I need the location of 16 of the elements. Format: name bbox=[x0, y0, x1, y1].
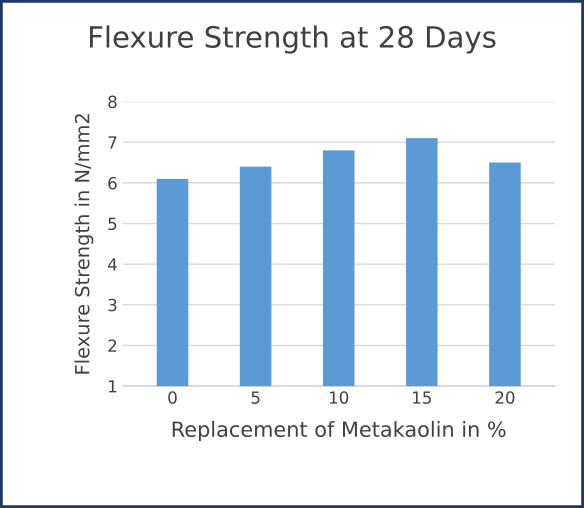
y-tick-label: 1 bbox=[109, 380, 116, 392]
y-tick-label: 8 bbox=[108, 96, 117, 108]
y-tick-label: 3 bbox=[108, 298, 116, 312]
y-tick-label: 5 bbox=[108, 218, 116, 230]
x-tick-label: 0 bbox=[168, 391, 177, 404]
x-tick-label: 20 bbox=[496, 391, 514, 404]
x-tick-label: 15 bbox=[413, 391, 431, 404]
x-tick-label: 10 bbox=[330, 391, 348, 404]
y-tick-label: 7 bbox=[108, 136, 116, 149]
x-tick-label: 5 bbox=[252, 391, 260, 404]
x-axis-title: Replacement of Metakaolin in % bbox=[172, 420, 506, 442]
y-tick-label: 2 bbox=[108, 339, 116, 352]
chart-title: Flexure Strength at 28 Days bbox=[90, 25, 496, 54]
y-tick-label: 6 bbox=[108, 176, 117, 190]
y-tick-label: 4 bbox=[108, 258, 117, 270]
y-axis-title: Flexure Strength in N/mm2 bbox=[74, 114, 94, 374]
